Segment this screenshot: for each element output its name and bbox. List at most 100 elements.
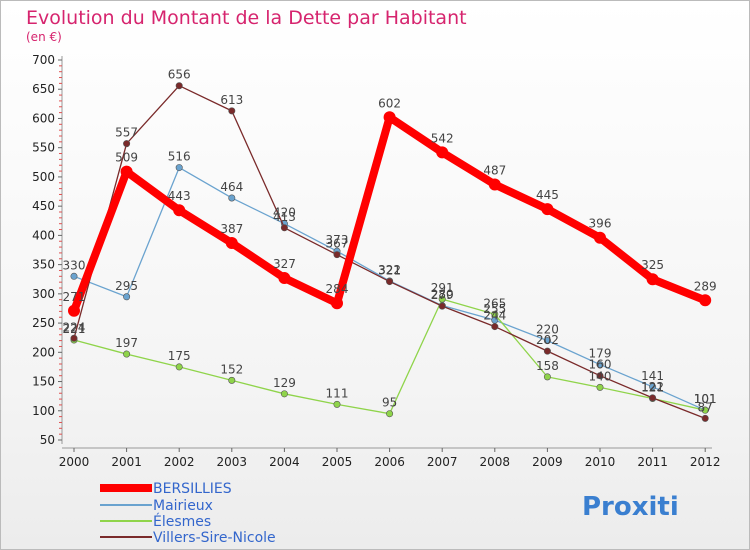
y-tick-label: 150: [32, 375, 55, 389]
data-label: 202: [536, 333, 559, 347]
data-point: [438, 302, 446, 310]
data-point: [488, 178, 501, 191]
data-point: [699, 294, 712, 307]
data-point: [649, 394, 657, 402]
data-point: [70, 272, 78, 280]
data-point: [596, 361, 604, 369]
data-point: [543, 373, 551, 381]
data-point: [228, 107, 236, 115]
data-label: 289: [694, 279, 717, 293]
data-point: [228, 376, 236, 384]
legend-label: Mairieux: [153, 498, 213, 514]
data-point: [68, 304, 80, 317]
data-label: 122: [641, 380, 664, 394]
data-label: 291: [431, 281, 454, 295]
data-label: 420: [273, 206, 296, 220]
data-point: [701, 414, 709, 422]
data-label: 445: [536, 188, 559, 202]
data-point: [436, 146, 449, 159]
data-point: [594, 231, 606, 244]
series-layer: [68, 82, 712, 422]
data-label: 265: [483, 296, 506, 310]
y-tick-label: 200: [32, 345, 55, 359]
data-point: [596, 372, 604, 380]
data-label: 140: [589, 369, 612, 383]
data-label: 413: [273, 210, 296, 224]
y-tick-label: 400: [32, 228, 55, 242]
data-label: 557: [115, 126, 138, 140]
y-tick-label: 300: [32, 287, 55, 301]
legend-label: Villers-Sire-Nicole: [153, 530, 276, 546]
chart-title: Evolution du Montant de la Dette par Hab…: [26, 7, 467, 29]
y-tick-label: 500: [32, 170, 55, 184]
proxiti-logo: Proxiti: [582, 492, 679, 522]
data-point: [596, 383, 604, 391]
y-tick-label: 350: [32, 258, 55, 272]
data-point: [333, 251, 341, 259]
data-label: 509: [115, 151, 138, 165]
data-point: [228, 194, 236, 202]
data-label: 87: [698, 400, 713, 414]
data-label: 656: [168, 68, 191, 82]
x-tick-label: 2004: [269, 455, 300, 469]
y-tick-label: 100: [32, 404, 55, 418]
data-labels: 330 295 516 464 420 373 322 280 255 220 179 141 101 2…: [63, 68, 717, 415]
data-label: 396: [589, 217, 612, 231]
data-point: [491, 323, 499, 331]
data-label: 602: [378, 96, 401, 110]
data-point: [386, 278, 394, 286]
data-point: [175, 363, 183, 371]
data-label: 111: [326, 386, 349, 400]
data-label: 101: [694, 392, 717, 406]
data-point: [331, 297, 343, 310]
data-label: 367: [326, 237, 349, 251]
data-label: 224: [63, 320, 86, 334]
data-label: 327: [273, 257, 296, 271]
data-label: 129: [273, 376, 296, 390]
data-label: 221: [63, 322, 86, 336]
legend: BERSILLIESMairieuxÉlesmesVillers-Sire-Ni…: [100, 481, 276, 546]
data-label: 464: [220, 180, 243, 194]
data-point: [701, 406, 709, 414]
data-label: 325: [641, 258, 664, 272]
data-label: 279: [431, 288, 454, 302]
data-point: [280, 224, 288, 232]
data-label: 387: [220, 222, 243, 236]
x-tick-label: 2009: [532, 455, 563, 469]
data-label: 121: [641, 380, 664, 394]
data-point: [123, 293, 131, 301]
legend-label: BERSILLIES: [153, 481, 232, 497]
data-label: 101: [694, 392, 717, 406]
y-tick-label: 450: [32, 199, 55, 213]
data-label: 613: [220, 93, 243, 107]
data-point: [278, 272, 291, 285]
data-label: 487: [483, 164, 506, 178]
x-tick-label: 2007: [427, 455, 458, 469]
data-point: [120, 165, 133, 178]
data-point: [123, 140, 131, 148]
legend-label: Élesmes: [153, 513, 211, 530]
data-label: 295: [115, 279, 138, 293]
data-label: 255: [483, 302, 506, 316]
x-tick-label: 2001: [111, 455, 142, 469]
data-label: 330: [63, 258, 86, 272]
data-point: [386, 410, 394, 418]
data-label: 244: [483, 309, 506, 323]
data-label: 280: [431, 288, 454, 302]
data-point: [383, 111, 396, 124]
data-point: [543, 347, 551, 355]
data-label: 197: [115, 336, 138, 350]
data-label: 321: [378, 264, 401, 278]
data-label: 220: [536, 323, 559, 337]
data-label: 95: [382, 396, 397, 410]
data-label: 152: [220, 362, 243, 376]
data-point: [123, 350, 131, 358]
data-point: [175, 164, 183, 172]
data-label: 516: [168, 150, 191, 164]
data-label: 373: [326, 233, 349, 247]
x-axis: 2000 2001 2002 2003 2004 2005 2006 2007 2008 2009…: [59, 447, 721, 469]
data-label: 322: [378, 263, 401, 277]
x-tick-label: 2012: [690, 455, 721, 469]
